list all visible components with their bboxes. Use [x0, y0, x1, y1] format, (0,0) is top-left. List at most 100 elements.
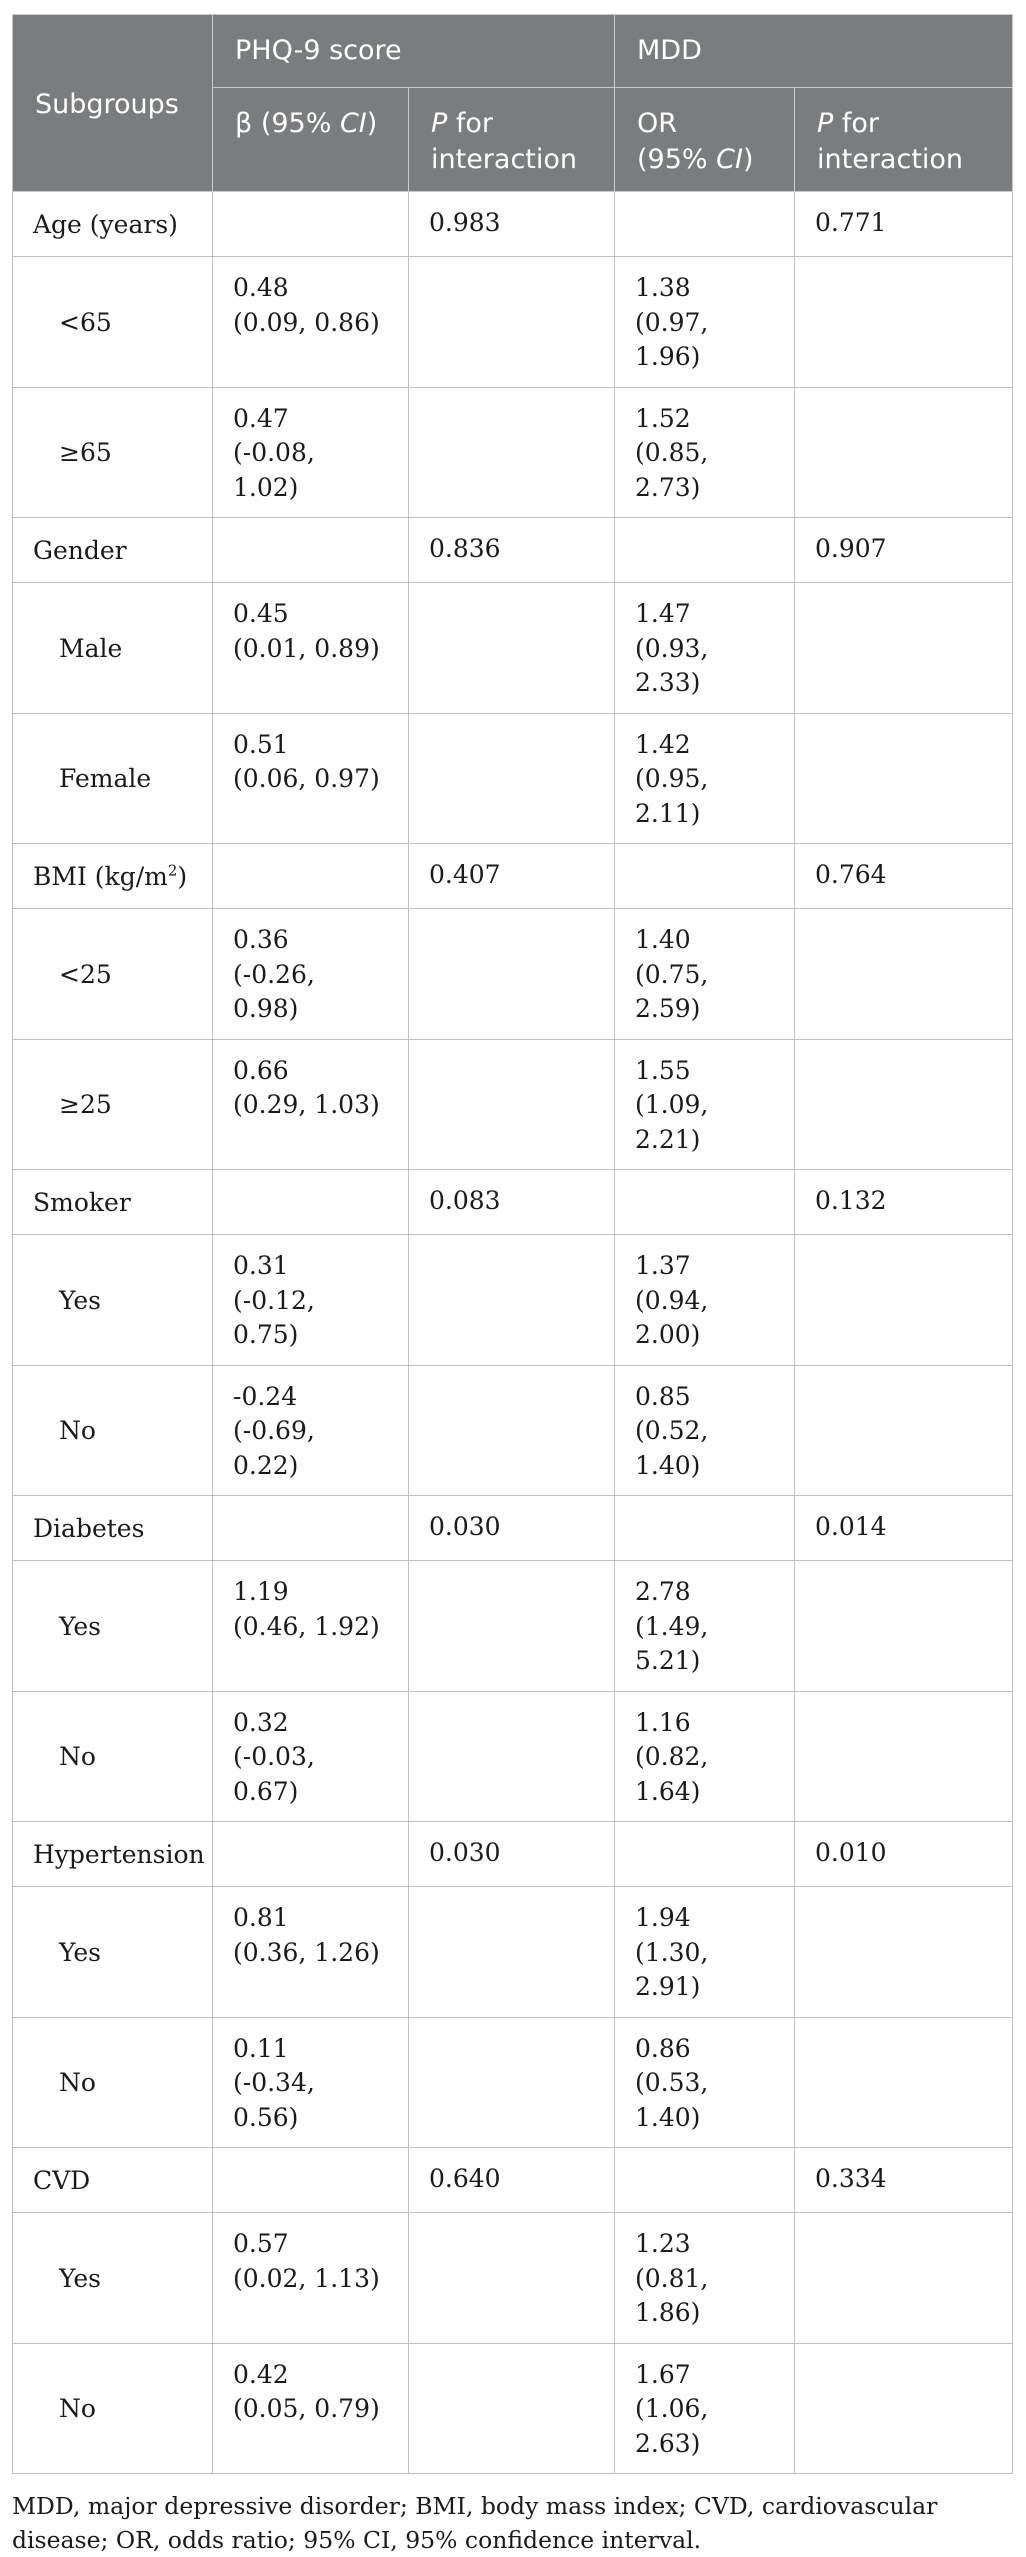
- p-interaction-mdd: 0.010: [794, 1821, 1014, 1888]
- table-body: Age (years) 0.983 0.771 <65 0.48 (0.09, 0.86)…: [12, 191, 1014, 2475]
- empty-cell: [794, 712, 1014, 845]
- or-ci-range: (1.49, 5.21): [635, 1611, 709, 1676]
- beta-ci-cell: 0.32 (-0.03, 0.67): [212, 1690, 409, 1823]
- empty-cell: [614, 843, 796, 910]
- or-ci-cell: 1.42 (0.95, 2.11): [614, 712, 796, 845]
- group-label: Smoker: [12, 1169, 213, 1236]
- p-interaction-phq: 0.030: [407, 1495, 616, 1562]
- or-value: 1.38: [635, 273, 691, 303]
- subgroup-label: <65: [12, 256, 213, 388]
- beta-value: 0.36: [233, 925, 289, 955]
- table-row-group: BMI (kg/m2) 0.407 0.764: [12, 843, 1014, 910]
- beta-ci-range: (0.01, 0.89): [233, 633, 380, 663]
- mdd-header: MDD: [614, 14, 1014, 88]
- subgroup-label: ≥25: [12, 1038, 213, 1171]
- subgroup-analysis-table: Subgroups PHQ-9 score MDD β (95% CI) P f…: [12, 13, 1014, 2475]
- table-footnote: MDD, major depressive disorder; BMI, bod…: [12, 2492, 938, 2554]
- subgroup-label: Yes: [12, 1560, 213, 1692]
- p-interaction-phq: 0.983: [407, 191, 616, 258]
- beta-ci-cell: 0.51 (0.06, 0.97): [212, 712, 409, 845]
- empty-cell: [614, 1821, 796, 1888]
- table-row-group: Smoker 0.083 0.132: [12, 1169, 1014, 1236]
- subgroup-label: No: [12, 1364, 213, 1497]
- empty-cell: [212, 843, 409, 910]
- p-interaction-mdd: 0.132: [794, 1169, 1014, 1236]
- table-container: Subgroups PHQ-9 score MDD β (95% CI) P f…: [12, 13, 1014, 2557]
- group-label: Hypertension: [12, 1821, 213, 1888]
- empty-cell: [614, 1495, 796, 1562]
- or-ci-range: (0.97, 1.96): [635, 307, 709, 372]
- beta-ci-cell: 0.48 (0.09, 0.86): [212, 256, 409, 388]
- or-ci-range: (1.09, 2.21): [635, 1090, 709, 1154]
- empty-cell: [407, 908, 616, 1040]
- group-label: CVD: [12, 2147, 213, 2214]
- table-row: Yes 0.57 (0.02, 1.13) 1.23 (0.81, 1.86): [12, 2212, 1014, 2344]
- empty-cell: [212, 2147, 409, 2214]
- empty-cell: [794, 1690, 1014, 1823]
- beta-ci-cell: 0.11 (-0.34, 0.56): [212, 2016, 409, 2149]
- or-ci-header: OR (95% CI): [614, 86, 796, 193]
- or-ci-range: (0.93, 2.33): [635, 633, 709, 698]
- empty-cell: [407, 2342, 616, 2475]
- beta-value: 0.32: [233, 1707, 289, 1737]
- empty-cell: [407, 256, 616, 388]
- beta-value: 0.31: [233, 1251, 289, 1281]
- beta-value: 0.47: [233, 403, 289, 433]
- or-ci-cell: 1.52 (0.85, 2.73): [614, 386, 796, 519]
- subgroup-label: Male: [12, 582, 213, 714]
- empty-cell: [794, 2016, 1014, 2149]
- group-label: Gender: [12, 517, 213, 584]
- p-interaction-mdd: 0.764: [794, 843, 1014, 910]
- table-row-group: Age (years) 0.983 0.771: [12, 191, 1014, 258]
- table-row: No 0.32 (-0.03, 0.67) 1.16 (0.82, 1.64): [12, 1690, 1014, 1823]
- beta-ci-cell: 0.81 (0.36, 1.26): [212, 1886, 409, 2018]
- beta-ci-cell: 0.47 (-0.08, 1.02): [212, 386, 409, 519]
- p-interaction-phq: 0.836: [407, 517, 616, 584]
- subgroups-header: Subgroups: [12, 13, 213, 193]
- p-interaction-phq: 0.640: [407, 2147, 616, 2214]
- or-ci-range: (0.82, 1.64): [635, 1742, 709, 1806]
- empty-cell: [407, 1234, 616, 1366]
- empty-cell: [794, 908, 1014, 1040]
- table-row: No 0.11 (-0.34, 0.56) 0.86 (0.53, 1.40): [12, 2016, 1014, 2149]
- or-ci-cell: 1.16 (0.82, 1.64): [614, 1690, 796, 1823]
- empty-cell: [407, 1364, 616, 1497]
- subgroup-label: Yes: [12, 1234, 213, 1366]
- or-ci-cell: 2.78 (1.49, 5.21): [614, 1560, 796, 1692]
- empty-cell: [212, 1495, 409, 1562]
- p-interaction-phq: 0.407: [407, 843, 616, 910]
- or-value: 1.42: [635, 729, 691, 759]
- empty-cell: [407, 1038, 616, 1171]
- table-row: Male 0.45 (0.01, 0.89) 1.47 (0.93, 2.33): [12, 582, 1014, 714]
- group-label: BMI (kg/m2): [12, 843, 213, 910]
- p-interaction-mdd: 0.771: [794, 191, 1014, 258]
- p-interaction-phq: 0.030: [407, 1821, 616, 1888]
- beta-ci-range: (0.36, 1.26): [233, 1937, 380, 1967]
- beta-ci-range: (0.05, 0.79): [233, 2394, 380, 2424]
- beta-value: 0.42: [233, 2359, 289, 2389]
- beta-ci-range: (0.09, 0.86): [233, 307, 380, 337]
- beta-ci-range: (0.46, 1.92): [233, 1611, 380, 1641]
- table-row: ≥25 0.66 (0.29, 1.03) 1.55 (1.09, 2.21): [12, 1038, 1014, 1171]
- empty-cell: [212, 1821, 409, 1888]
- table-header: Subgroups PHQ-9 score MDD β (95% CI) P f…: [12, 13, 1014, 193]
- empty-cell: [407, 386, 616, 519]
- or-value: 1.67: [635, 2359, 691, 2389]
- or-ci-range: (0.53, 1.40): [635, 2068, 709, 2132]
- or-ci-cell: 1.38 (0.97, 1.96): [614, 256, 796, 388]
- group-label: Age (years): [12, 191, 213, 258]
- beta-ci-range: (0.29, 1.03): [233, 1090, 380, 1120]
- beta-ci-cell: 0.45 (0.01, 0.89): [212, 582, 409, 714]
- group-label: Diabetes: [12, 1495, 213, 1562]
- or-ci-cell: 1.23 (0.81, 1.86): [614, 2212, 796, 2344]
- beta-ci-range: (-0.12, 0.75): [233, 1285, 315, 1350]
- table-row: Yes 0.81 (0.36, 1.26) 1.94 (1.30, 2.91): [12, 1886, 1014, 2018]
- subgroup-label: Female: [12, 712, 213, 845]
- empty-cell: [794, 582, 1014, 714]
- empty-cell: [407, 2016, 616, 2149]
- empty-cell: [794, 386, 1014, 519]
- empty-cell: [794, 1234, 1014, 1366]
- or-ci-cell: 1.94 (1.30, 2.91): [614, 1886, 796, 2018]
- empty-cell: [794, 1560, 1014, 1692]
- beta-value: 0.51: [233, 729, 289, 759]
